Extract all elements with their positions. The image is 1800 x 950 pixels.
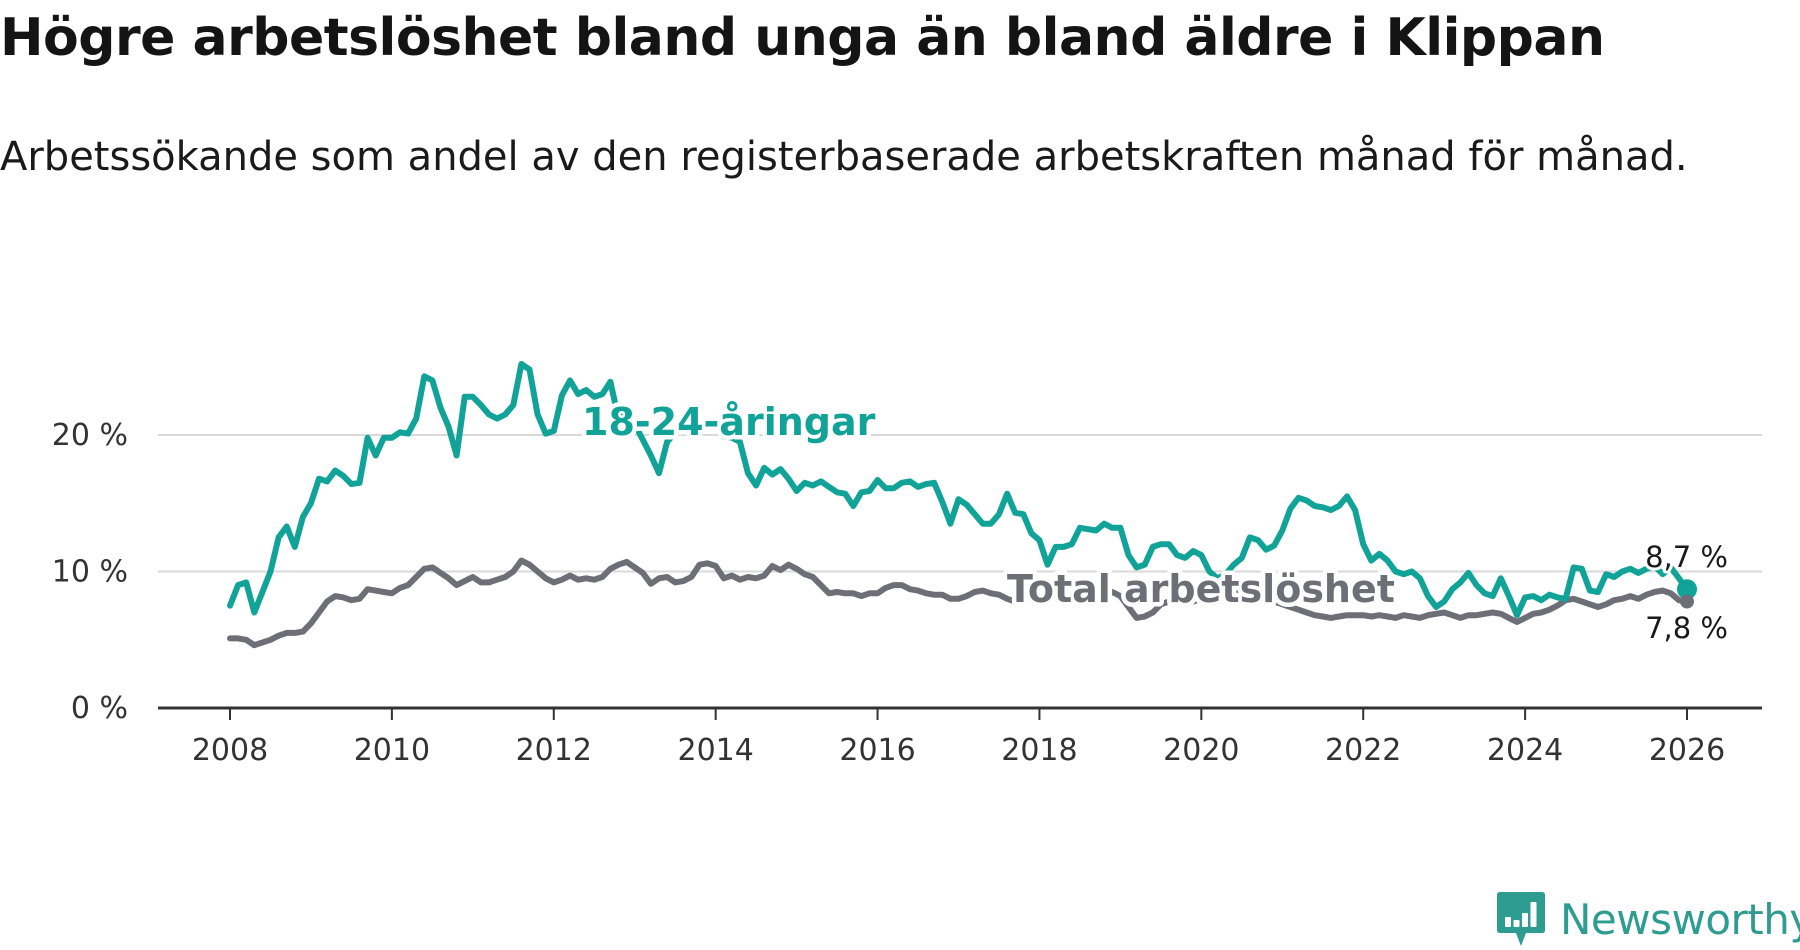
series-line-total	[227, 557, 1690, 649]
page-subtitle: Arbetssökande som andel av den registerb…	[0, 134, 1688, 180]
series-end-point	[1680, 594, 1694, 609]
x-axis: 2008 2010 2012 2014 2016 2018 2020 2022 2024 2026	[158, 706, 1762, 768]
x-tick-label: 2008	[192, 733, 268, 768]
series-lines	[227, 361, 1697, 649]
series-labels: 18-24-åringar Total arbetslöshet 8,7 % 7,8 …	[578, 396, 1732, 649]
series-end-point	[1677, 579, 1697, 600]
x-tick-label: 2012	[516, 733, 592, 768]
end-label-total: 7,8 %	[1645, 611, 1728, 645]
series-label-total: Total arbetslöshet	[1007, 567, 1395, 611]
x-tick-label: 2026	[1649, 733, 1725, 768]
x-tick-label: 2022	[1325, 733, 1401, 768]
x-tick-label: 2014	[677, 733, 753, 768]
end-label-youth: 8,7 %	[1645, 540, 1728, 574]
series-label-youth: 18-24-åringar	[582, 400, 876, 444]
x-tick-label: 2018	[1001, 733, 1077, 768]
x-tick-label: 2016	[839, 733, 915, 768]
x-tick-label: 2024	[1487, 733, 1563, 768]
y-tick-label: 10 %	[52, 555, 128, 590]
brand-logo: Newsworthy	[1496, 888, 1800, 950]
y-axis: 0 % 10 % 20 %	[52, 418, 128, 726]
newsworthy-logo-icon	[1497, 892, 1545, 946]
x-tick-label: 2010	[354, 733, 430, 768]
x-tick-label: 2020	[1163, 733, 1239, 768]
y-tick-label: 0 %	[71, 691, 128, 726]
page-title: Högre arbetslöshet bland unga än bland ä…	[0, 8, 1605, 68]
y-tick-label: 20 %	[52, 418, 128, 453]
brand-name: Newsworthy	[1560, 894, 1800, 944]
series-line-youth	[227, 361, 1690, 619]
